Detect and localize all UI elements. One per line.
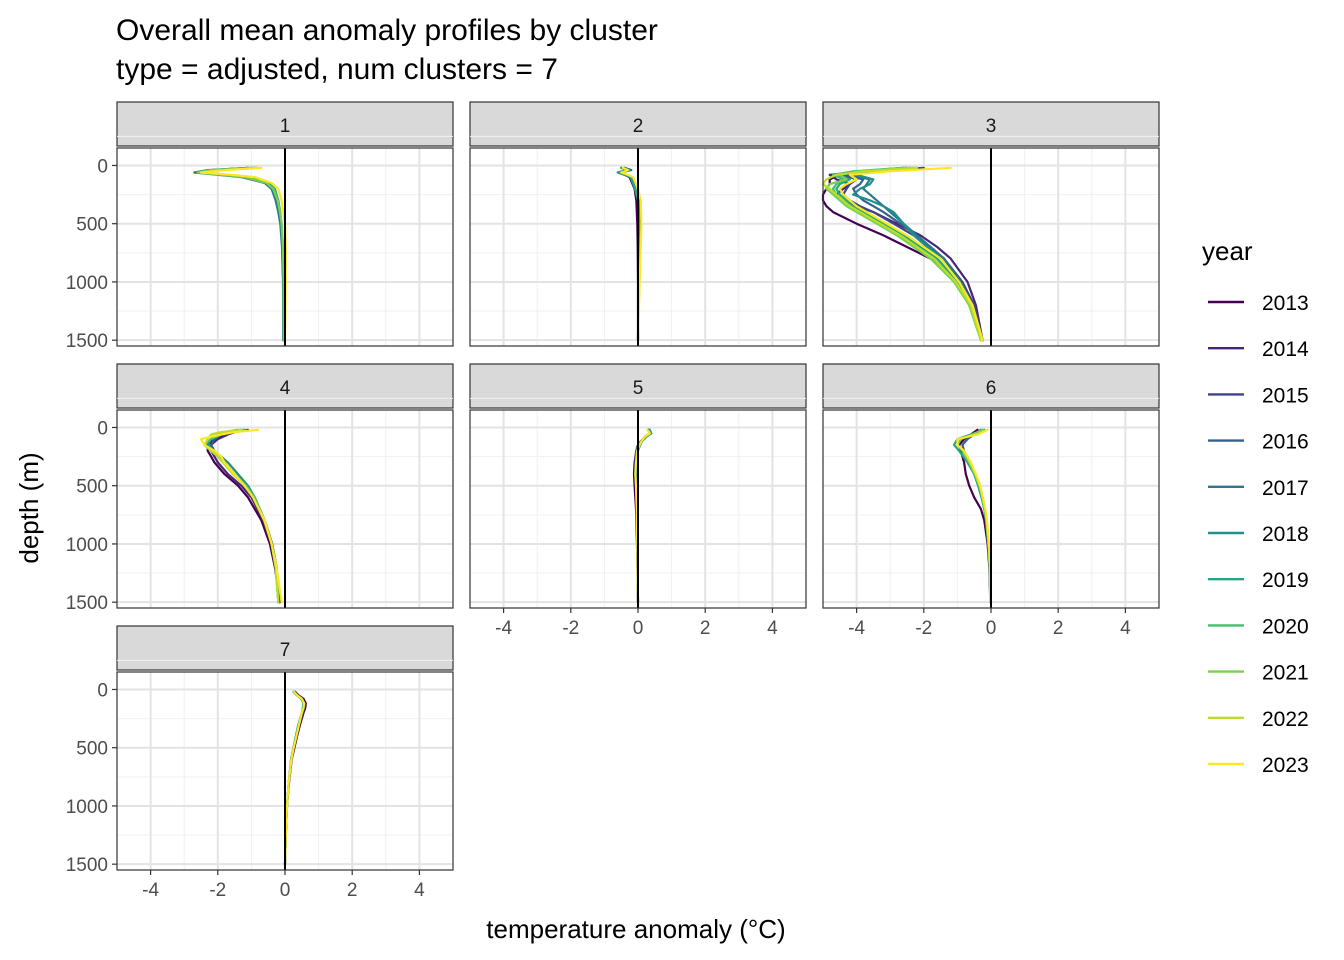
x-tick-label: 4 (1120, 618, 1131, 639)
legend-label: 2014 (1262, 338, 1309, 361)
y-tick-label: 0 (97, 680, 108, 701)
legend-item-2022: 2022 (1208, 708, 1309, 731)
y-tick-label: 1500 (66, 593, 108, 614)
facet-strip-label: 4 (280, 378, 291, 399)
legend-label: 2017 (1262, 477, 1309, 500)
legend-item-2019: 2019 (1208, 569, 1309, 592)
x-tick-label: 2 (347, 880, 358, 901)
y-tick-label: 1000 (66, 273, 108, 294)
x-tick-label: -4 (848, 618, 865, 639)
y-tick-label: 500 (76, 477, 108, 498)
y-tick-label: 0 (97, 418, 108, 439)
facet-strip-label: 6 (986, 378, 997, 399)
facet-strip (116, 363, 454, 409)
series-line-2023 (838, 166, 984, 342)
legend-title: year (1202, 236, 1253, 266)
facet-panel-2: 2 (469, 101, 807, 347)
y-tick-label: 0 (97, 156, 108, 177)
legend-item-2018: 2018 (1208, 523, 1309, 546)
x-tick-label: 0 (280, 880, 291, 901)
panel-border (116, 147, 454, 347)
legend-item-2016: 2016 (1208, 431, 1309, 454)
facet-strip (116, 101, 454, 147)
legend-label: 2021 (1262, 662, 1309, 685)
facet-strip (116, 625, 454, 671)
y-tick-label: 500 (76, 215, 108, 236)
x-tick-label: -2 (562, 618, 579, 639)
facet-panel-3: 3 (821, 101, 1160, 347)
legend: year 2013 2014 2015 2016 2017 2018 2019 2020 202… (1202, 236, 1309, 777)
x-tick-label: 2 (1053, 618, 1064, 639)
panel-border (822, 147, 1160, 347)
x-tick-label: -4 (495, 618, 512, 639)
facet-strip-label: 2 (633, 116, 644, 137)
legend-item-2013: 2013 (1208, 292, 1309, 315)
facet-strip-label: 7 (280, 640, 291, 661)
y-tick-label: 1000 (66, 797, 108, 818)
series-line-2023 (283, 690, 306, 866)
facet-strip (822, 363, 1160, 409)
legend-item-2023: 2023 (1208, 754, 1309, 777)
series-line-2023 (634, 428, 651, 604)
y-tick-label: 1500 (66, 331, 108, 352)
y-tick-label: 1000 (66, 535, 108, 556)
facet-panels: 1 0 500 1000 1500 2 3 4 0 500 1000 1500 5 -4 -2 0 2 4 6 -4 -… (66, 101, 1160, 901)
facet-panel-4: 4 0 500 1000 1500 (66, 363, 454, 614)
x-tick-label: -2 (915, 618, 932, 639)
legend-label: 2022 (1262, 708, 1309, 731)
facet-panel-7: 7 0 500 1000 1500 -4 -2 0 2 4 (66, 625, 454, 901)
x-tick-label: 2 (700, 618, 711, 639)
series-line-2023 (956, 428, 992, 604)
legend-item-2015: 2015 (1208, 384, 1309, 407)
x-tick-label: 4 (414, 880, 425, 901)
legend-label: 2020 (1262, 615, 1309, 638)
y-tick-label: 1500 (66, 855, 108, 876)
panel-border (469, 147, 807, 347)
series-line-2013 (206, 428, 282, 604)
x-tick-label: 0 (986, 618, 997, 639)
facet-panel-1: 1 0 500 1000 1500 (66, 101, 454, 352)
legend-label: 2023 (1262, 754, 1309, 777)
x-tick-label: -2 (209, 880, 226, 901)
facet-strip (469, 363, 807, 409)
chart-subtitle: type = adjusted, num clusters = 7 (116, 53, 558, 86)
facet-strip-label: 1 (280, 116, 291, 137)
facet-strip-label: 5 (633, 378, 644, 399)
legend-item-2020: 2020 (1208, 615, 1309, 638)
legend-label: 2013 (1262, 292, 1309, 315)
legend-item-2017: 2017 (1208, 477, 1309, 500)
legend-label: 2015 (1262, 384, 1309, 407)
facet-strip (469, 101, 807, 147)
x-tick-label: -4 (142, 880, 159, 901)
x-tick-label: 0 (633, 618, 644, 639)
y-axis-title: depth (m) (14, 452, 44, 563)
x-tick-label: 4 (767, 618, 778, 639)
series-line-2021 (825, 166, 982, 342)
facet-panel-6: 6 -4 -2 0 2 4 (822, 363, 1160, 639)
y-tick-label: 500 (76, 739, 108, 760)
series-line-2022 (821, 166, 982, 342)
legend-label: 2016 (1262, 431, 1309, 454)
legend-label: 2019 (1262, 569, 1309, 592)
series-line-2023 (199, 428, 283, 604)
facet-panel-5: 5 -4 -2 0 2 4 (469, 363, 807, 639)
series-line-2021 (196, 166, 285, 342)
legend-item-2014: 2014 (1208, 338, 1309, 361)
facet-strip-label: 3 (986, 116, 997, 137)
legend-label: 2018 (1262, 523, 1309, 546)
legend-item-2021: 2021 (1208, 662, 1309, 685)
chart-title: Overall mean anomaly profiles by cluster (116, 14, 658, 47)
x-axis-title: temperature anomaly (°C) (486, 914, 785, 944)
facet-strip (822, 101, 1160, 147)
panel-border (116, 409, 454, 609)
